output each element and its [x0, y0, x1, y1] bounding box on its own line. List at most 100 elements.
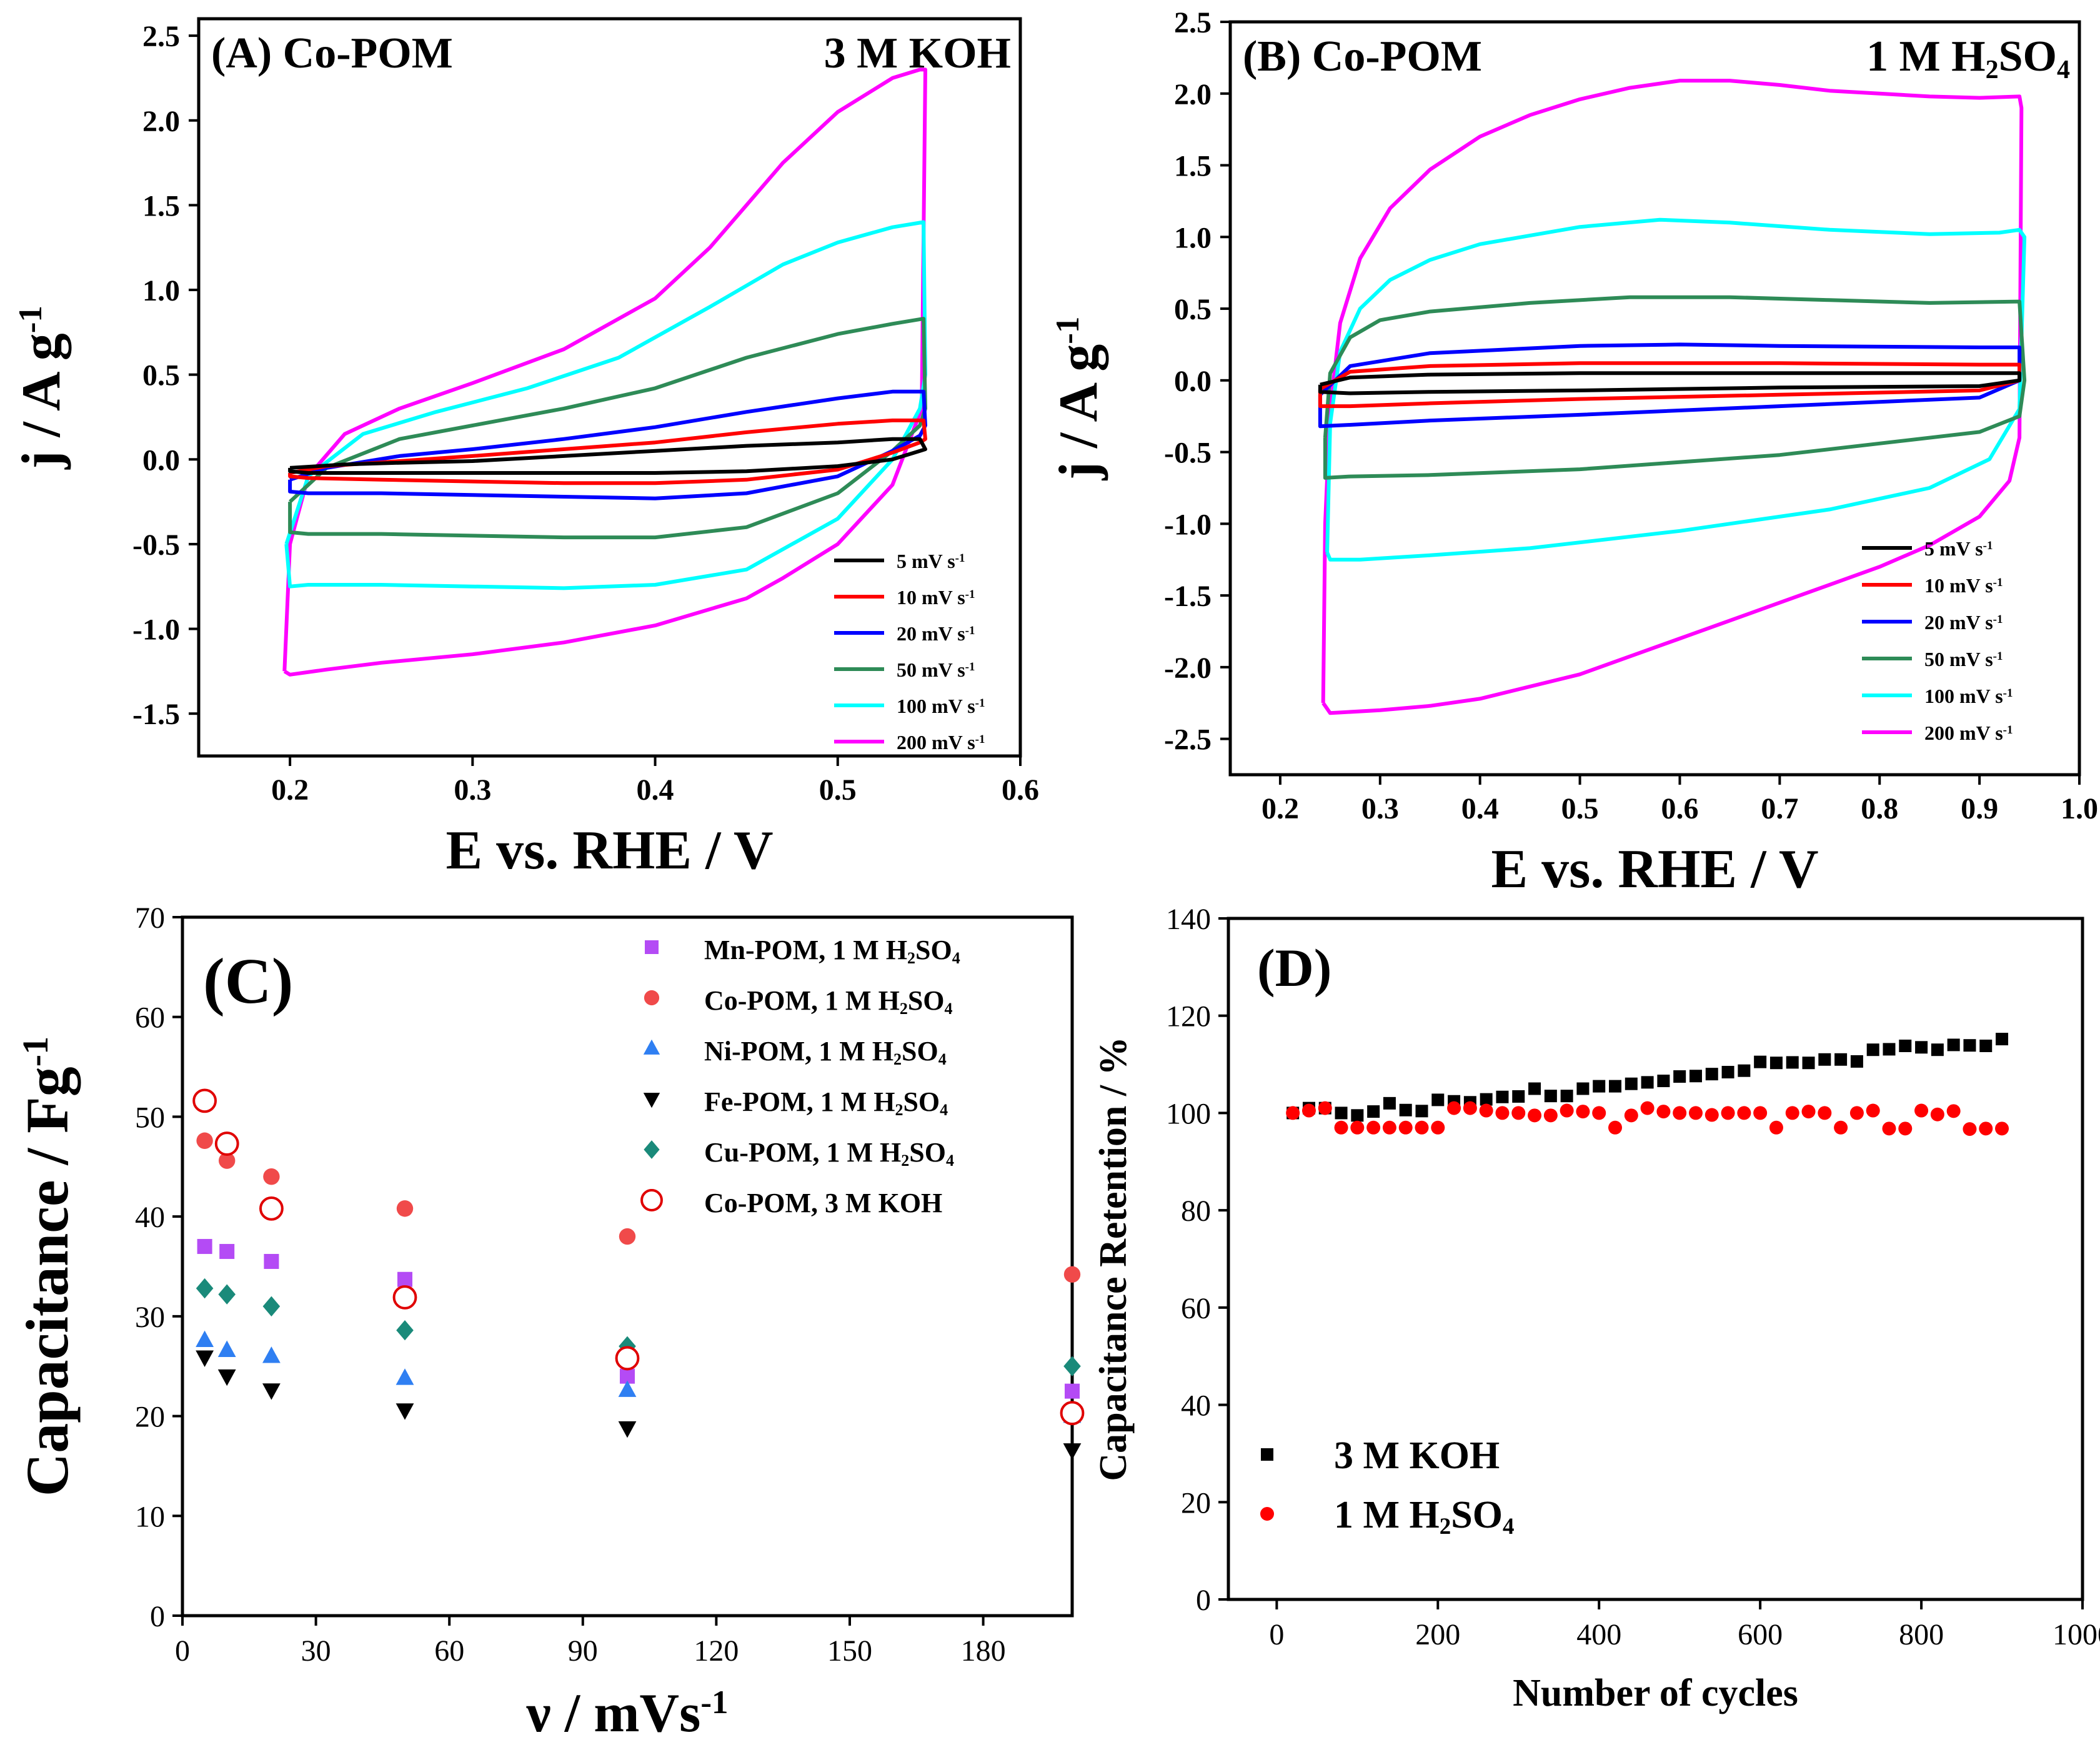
cv-curve-200-mV-s-1 — [1321, 79, 2024, 715]
y-tick-label: 2.5 — [142, 20, 180, 53]
y-tick-label: -0.5 — [132, 529, 180, 562]
x-tick-label: 0.3 — [454, 773, 491, 807]
data-point-circle — [1624, 1108, 1638, 1123]
data-point-square — [1528, 1082, 1541, 1095]
data-point-circle — [1447, 1101, 1461, 1115]
data-point-circle — [1769, 1120, 1783, 1135]
cv-curve-50-mV-s-1 — [1323, 295, 2027, 480]
legend-label-part: -1 — [1983, 539, 1993, 552]
y-tick-label: -1.5 — [1164, 580, 1212, 613]
y-tick-label: 40 — [135, 1201, 165, 1234]
data-point-square — [1769, 1056, 1783, 1070]
data-point-open-circle — [615, 1346, 640, 1371]
legend-label-part: -1 — [965, 624, 975, 637]
legend-label: 20 mV s-1 — [897, 622, 975, 645]
data-point-circle — [1801, 1105, 1816, 1119]
y-tick-label: 60 — [135, 1002, 165, 1035]
legend-label-part: SO — [1451, 1494, 1503, 1536]
y-tick-label: 120 — [1166, 1000, 1211, 1033]
legend-label-part: 1 M H — [1334, 1494, 1440, 1536]
y-tick-label: 1.5 — [142, 189, 180, 222]
data-point-circle — [1415, 1120, 1429, 1135]
data-point-circle — [1818, 1106, 1832, 1120]
data-point-diamond — [262, 1296, 281, 1317]
y-axis-label-part: j / A g — [11, 333, 72, 470]
y-axis-label-part: -1 — [1050, 317, 1086, 344]
cv-curve-5-mV-s-1 — [288, 437, 927, 475]
cv-curve-100-mV-s-1 — [1325, 217, 2027, 562]
x-tick-label: 60 — [434, 1634, 464, 1668]
data-point-square — [264, 1254, 279, 1270]
x-tick-label: 0.6 — [1002, 773, 1039, 807]
y-tick-label: 0.0 — [1174, 365, 1212, 398]
data-point-square — [1065, 1383, 1080, 1399]
y-axis-label-part: -1 — [15, 1037, 56, 1066]
cv-curve-200-mV-s-1 — [282, 67, 927, 677]
x-tick-label: 30 — [301, 1634, 331, 1668]
data-point-triangle-up — [618, 1380, 637, 1397]
x-axis-label: Number of cycles — [1513, 1672, 1798, 1714]
data-point-circle — [1834, 1120, 1848, 1135]
data-point-circle — [1560, 1103, 1574, 1118]
data-point-circle — [1930, 1107, 1944, 1121]
data-point-circle — [1785, 1106, 1799, 1120]
data-point-square — [1351, 1109, 1364, 1122]
y-tick-label: -2.5 — [1164, 723, 1212, 757]
legend-label: 50 mV s-1 — [1924, 648, 2003, 670]
legend-label: Co-POM, 1 M H2SO4 — [704, 985, 953, 1018]
data-point-circle — [1576, 1105, 1590, 1119]
y-tick-label: 50 — [135, 1101, 165, 1134]
y-tick-label: 1.5 — [1174, 150, 1212, 183]
data-point-circle — [1063, 1266, 1081, 1283]
legend-label: 10 mV s-1 — [1924, 574, 2003, 597]
x-tick-label: 0.4 — [637, 773, 674, 807]
y-tick-label: -1.0 — [1164, 508, 1212, 541]
legend-label: 5 mV s-1 — [897, 550, 965, 572]
legend-label-part: SO — [902, 1036, 938, 1066]
x-tick-label: 0.8 — [1861, 792, 1898, 825]
y-tick-label: -1.5 — [132, 698, 180, 731]
legend-marker — [644, 990, 660, 1006]
legend-label-part: Co-POM, 3 M KOH — [704, 1188, 942, 1218]
data-point-circle — [1592, 1106, 1606, 1120]
x-tick-label: 0 — [175, 1634, 190, 1668]
data-point-square — [1866, 1043, 1879, 1056]
y-tick-label: 40 — [1181, 1390, 1211, 1423]
data-point-circle — [1608, 1120, 1623, 1135]
legend-label: Fe-POM, 1 M H2SO4 — [704, 1086, 948, 1119]
x-axis-label: E vs. RHE / V — [445, 820, 773, 881]
data-point-square — [1641, 1076, 1654, 1089]
y-tick-label: 1.0 — [1174, 221, 1212, 254]
legend-label-part: Cu-POM, 1 M H — [704, 1137, 901, 1168]
y-axis-label: j / A g-1 — [1048, 317, 1109, 481]
data-point-square — [219, 1244, 235, 1260]
data-point-diamond — [218, 1284, 236, 1305]
data-point-circle — [1721, 1106, 1735, 1120]
legend-label: 5 mV s-1 — [1924, 537, 1993, 560]
data-point-circle — [1753, 1106, 1768, 1120]
data-point-circle — [1640, 1101, 1655, 1115]
data-point-open-circle — [392, 1285, 417, 1310]
legend-marker — [1260, 1507, 1274, 1521]
y-tick-label: 1.0 — [142, 274, 180, 307]
x-tick-label: 600 — [1738, 1618, 1783, 1651]
data-point-triangle-down — [396, 1403, 414, 1420]
data-point-triangle-down — [262, 1383, 281, 1400]
legend-label-part: 2 — [895, 1101, 903, 1119]
data-point-square — [1786, 1056, 1799, 1069]
legend-label-part: SO — [909, 1137, 946, 1168]
data-point-square — [1850, 1055, 1863, 1068]
data-point-circle — [396, 1200, 414, 1217]
data-point-open-circle — [214, 1131, 239, 1156]
legend-label-part: 2 — [907, 949, 915, 967]
legend-label: Mn-POM, 1 M H2SO4 — [704, 935, 960, 967]
data-point-circle — [1849, 1106, 1864, 1120]
legend-label-part: 4 — [1503, 1514, 1515, 1539]
y-tick-label: 60 — [1181, 1292, 1211, 1325]
legend-label-part: Co-POM, 1 M H — [704, 985, 900, 1016]
data-point-circle — [1495, 1106, 1510, 1120]
data-point-circle — [1398, 1120, 1413, 1135]
cv-curve-5-mV-s-1 — [1318, 371, 2022, 395]
legend-label-part: -1 — [2003, 723, 2013, 737]
